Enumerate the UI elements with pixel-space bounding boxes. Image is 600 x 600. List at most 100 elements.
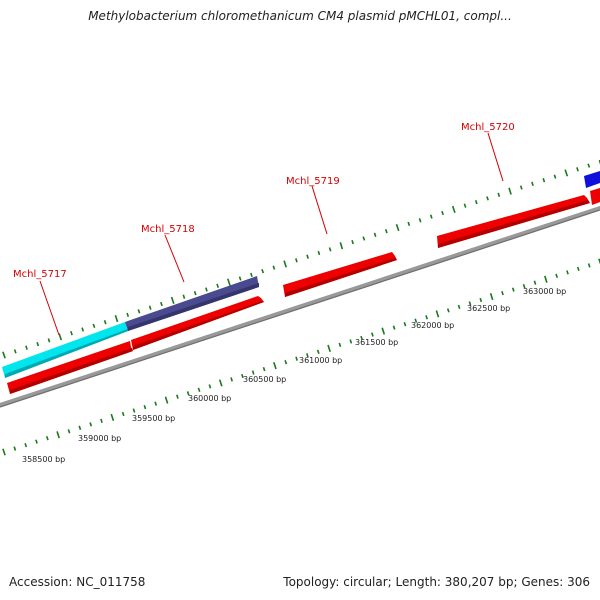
map-title: Methylobacterium chloromethanicum CM4 pl…: [88, 9, 512, 23]
gene-feature-blue[interactable]: [584, 171, 600, 188]
inner-tick: [576, 266, 580, 272]
inner-tick: [176, 394, 179, 399]
outer-tick: [261, 269, 265, 274]
outer-tick: [542, 178, 546, 183]
inner-tick: [262, 366, 266, 372]
inner-tick: [392, 325, 396, 330]
inner-tick: [35, 439, 38, 444]
outer-tick: [317, 250, 321, 256]
outer-tick: [407, 221, 411, 227]
inner-tick: [132, 408, 136, 413]
inner-tick: [197, 387, 201, 392]
gene-label-mchl-5719[interactable]: Mchl_5719: [286, 176, 340, 187]
scale-label-360500: 360500 bp: [243, 375, 286, 384]
inner-tick: [489, 292, 494, 301]
inner-tick: [186, 391, 190, 396]
gene-feature-red-5[interactable]: [590, 188, 600, 205]
inner-tick: [230, 377, 233, 382]
gene-label-mchl-5717[interactable]: Mchl_5717: [13, 269, 67, 280]
inner-tick: [338, 342, 342, 348]
inner-tick: [208, 384, 212, 389]
gene-feature-red-1-shade: [10, 348, 133, 394]
outer-tick: [463, 203, 467, 208]
inner-tick: [89, 422, 93, 427]
inner-tick: [511, 287, 515, 292]
outer-tick: [13, 349, 17, 354]
backbone-line: [0, 206, 600, 407]
outer-tick-marks: [2, 159, 600, 359]
outer-tick: [553, 174, 557, 179]
outer-tick: [587, 163, 591, 168]
leader-line-mchl-5719: [311, 185, 328, 235]
scale-label-359000: 359000 bp: [78, 434, 121, 443]
outer-tick: [339, 242, 344, 250]
inner-tick: [143, 404, 147, 410]
inner-tick: [425, 315, 428, 320]
scale-label-362500: 362500 bp: [467, 304, 510, 313]
upper-strand-genes: [2, 171, 600, 378]
outer-tick: [508, 187, 512, 195]
outer-tick: [47, 338, 51, 343]
inner-tick: [241, 373, 244, 379]
inner-tick: [284, 360, 288, 365]
inner-tick: [381, 327, 386, 335]
accession-text: Accession: NC_011758: [9, 575, 146, 589]
outer-tick: [418, 218, 422, 223]
inner-tick: [164, 396, 169, 404]
inner-tick: [501, 290, 504, 296]
outer-tick: [58, 333, 63, 341]
inner-tick: [273, 362, 277, 370]
inner-tick: [218, 379, 223, 387]
outer-tick: [227, 278, 231, 286]
outer-tick: [362, 236, 366, 241]
inner-tick: [522, 284, 526, 289]
outer-tick: [519, 185, 523, 190]
topology-text: Topology: circular; Length: 380,207 bp; …: [283, 575, 590, 589]
outer-tick: [474, 199, 478, 205]
outer-tick: [193, 290, 197, 296]
inner-tick: [295, 356, 298, 361]
inner-tick: [435, 310, 440, 318]
inner-tick: [13, 446, 17, 451]
outer-tick: [238, 276, 242, 281]
backbone-shadow: [0, 209, 600, 408]
inner-tick: [110, 413, 115, 422]
gene-label-mchl-5720[interactable]: Mchl_5720: [461, 122, 515, 133]
leader-line-mchl-5717: [39, 280, 60, 336]
inner-tick: [251, 370, 255, 375]
leader-line-mchl-5720: [487, 132, 504, 182]
scale-label-361000: 361000 bp: [299, 356, 342, 365]
outer-tick: [126, 312, 130, 318]
scale-label-362000: 362000 bp: [411, 321, 454, 330]
outer-tick: [576, 167, 579, 172]
inner-tick: [121, 411, 125, 417]
outer-tick: [160, 301, 163, 307]
inner-tick: [67, 429, 71, 434]
outer-tick: [295, 258, 298, 263]
outer-tick: [216, 283, 220, 288]
outer-tick: [2, 351, 6, 359]
inner-tick-marks: [2, 258, 600, 456]
gene-labels: Mchl_5717 Mchl_5718 Mchl_5719 Mchl_5720: [13, 122, 515, 336]
inner-tick: [100, 418, 103, 424]
gene-feature-red-4-shade: [438, 200, 590, 248]
lower-strand-genes: [7, 188, 600, 394]
gene-label-mchl-5718[interactable]: Mchl_5718: [141, 224, 195, 235]
inner-tick: [360, 335, 363, 341]
inner-tick: [78, 425, 82, 430]
outer-tick: [81, 327, 85, 332]
inner-tick: [306, 353, 309, 358]
scale-label-358500: 358500 bp: [22, 455, 65, 464]
scale-labels: 358500 bp 359000 bp 359500 bp 360000 bp …: [22, 287, 566, 464]
outer-tick: [272, 265, 276, 270]
inner-tick: [468, 301, 472, 306]
outer-tick: [103, 320, 107, 325]
outer-tick: [497, 192, 501, 197]
outer-tick: [373, 232, 377, 237]
outer-tick: [395, 223, 400, 232]
inner-tick: [349, 339, 353, 344]
gene-feature-red-2-shade: [133, 301, 264, 350]
scale-label-361500: 361500 bp: [355, 338, 398, 347]
outer-tick: [429, 214, 433, 219]
